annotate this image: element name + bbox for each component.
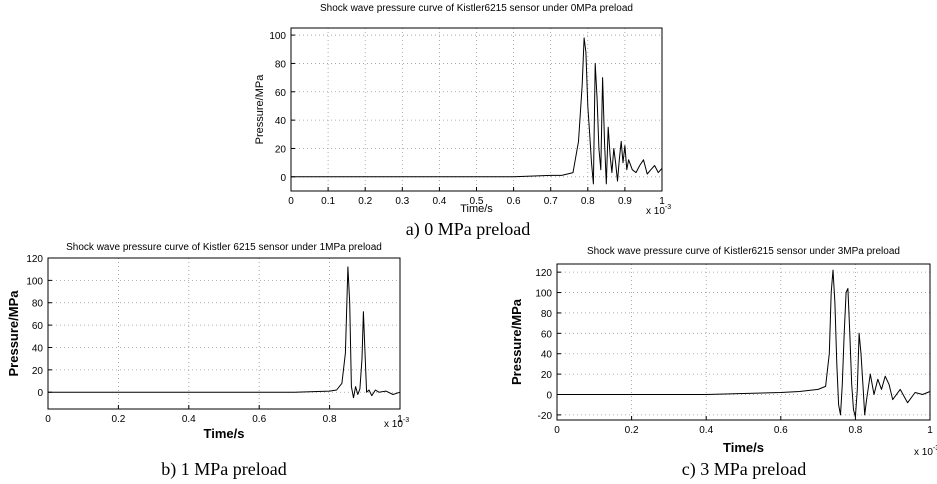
figure-caption: c) 3 MPa preload xyxy=(682,459,806,480)
y-tick-label: 80 xyxy=(541,309,553,320)
y-tick-label: 60 xyxy=(32,321,44,332)
x-tick-label: 0.6 xyxy=(252,414,266,425)
chart-title: Shock wave pressure curve of Kistler6215… xyxy=(320,3,633,14)
x-tick-label: 1 xyxy=(927,425,933,436)
chart-1: 0 0.2 0.4 0.6 0.8 1 0 20 40 60 80 100 120 Shock wave … xyxy=(6,242,409,480)
x-tick-label: 0.4 xyxy=(432,196,446,207)
y-tick-label: 80 xyxy=(275,59,287,70)
y-tick-label: 0 xyxy=(37,388,43,399)
x-tick-label: 0 xyxy=(554,425,560,436)
y-tick-label: 80 xyxy=(32,299,44,310)
x-tick-label: 1 xyxy=(659,196,665,207)
x-tick-label: 0 xyxy=(45,414,51,425)
x-tick-label: 0.4 xyxy=(182,414,196,425)
x-tick-label: 0.6 xyxy=(774,425,788,436)
plot-area xyxy=(556,263,931,421)
y-tick-label: 100 xyxy=(535,289,552,300)
figure-caption: b) 1 MPa preload xyxy=(161,459,286,480)
x-axis-multiplier: x 10-3 xyxy=(646,204,671,217)
y-tick-label: 60 xyxy=(275,88,287,99)
y-tick-label: 20 xyxy=(541,370,553,381)
y-tick-label: 120 xyxy=(535,268,552,279)
x-tick-label: 0.4 xyxy=(699,425,713,436)
y-tick-label: 0 xyxy=(546,391,552,402)
plot-area xyxy=(47,257,401,410)
x-tick-label: 0.2 xyxy=(111,414,125,425)
y-tick-label: 0 xyxy=(280,173,286,184)
x-axis-multiplier: x 10-3 xyxy=(384,417,409,430)
x-tick-label: 0.8 xyxy=(323,414,337,425)
x-tick-label: 1 xyxy=(397,414,403,425)
x-axis-label: Time/s xyxy=(460,203,493,215)
x-tick-label: 0.8 xyxy=(581,196,595,207)
x-axis-label: Time/s xyxy=(204,426,245,441)
y-tick-label: 20 xyxy=(275,144,287,155)
y-tick-label: 20 xyxy=(32,366,44,377)
x-tick-label: 0.1 xyxy=(321,196,335,207)
y-tick-label: 100 xyxy=(269,31,286,42)
x-tick-label: 0 xyxy=(288,196,294,207)
figure-caption: a) 0 MPa preload xyxy=(406,219,530,240)
y-tick-label: 40 xyxy=(541,350,553,361)
x-tick-label: 0.3 xyxy=(395,196,409,207)
x-tick-label: 0.9 xyxy=(618,196,632,207)
y-axis-label: Pressure/MPa xyxy=(254,74,266,145)
x-tick-label: 0.2 xyxy=(625,425,639,436)
y-tick-label: 40 xyxy=(32,343,44,354)
x-tick-label: 0.6 xyxy=(507,196,521,207)
series-line xyxy=(48,266,401,399)
series-line xyxy=(557,269,931,418)
chart-title: Shock wave pressure curve of Kistler 621… xyxy=(66,242,382,253)
x-tick-label: 0.8 xyxy=(848,425,862,436)
y-tick-label: 100 xyxy=(26,276,43,287)
chart-title: Shock wave pressure curve of Kistler6215… xyxy=(587,246,900,257)
x-axis-multiplier: x 10-3 xyxy=(914,445,937,458)
y-tick-label: 40 xyxy=(275,116,287,127)
x-tick-label: 0.5 xyxy=(470,196,484,207)
y-tick-label: 120 xyxy=(26,254,43,265)
x-tick-label: 0.2 xyxy=(358,196,372,207)
y-tick-label: 60 xyxy=(541,329,553,340)
x-tick-label: 0.7 xyxy=(544,196,558,207)
x-axis-label: Time/s xyxy=(723,440,764,455)
y-axis-label: Pressure/MPa xyxy=(6,290,21,377)
y-tick-label: -20 xyxy=(538,411,553,422)
series-line xyxy=(291,37,663,185)
y-axis-label: Pressure/MPa xyxy=(509,298,524,385)
chart-0: 0 0.1 0.2 0.3 0.4 0.5 0.6 0.7 0.8 0.9 1 0 20 40 60 80 10… xyxy=(254,3,671,240)
